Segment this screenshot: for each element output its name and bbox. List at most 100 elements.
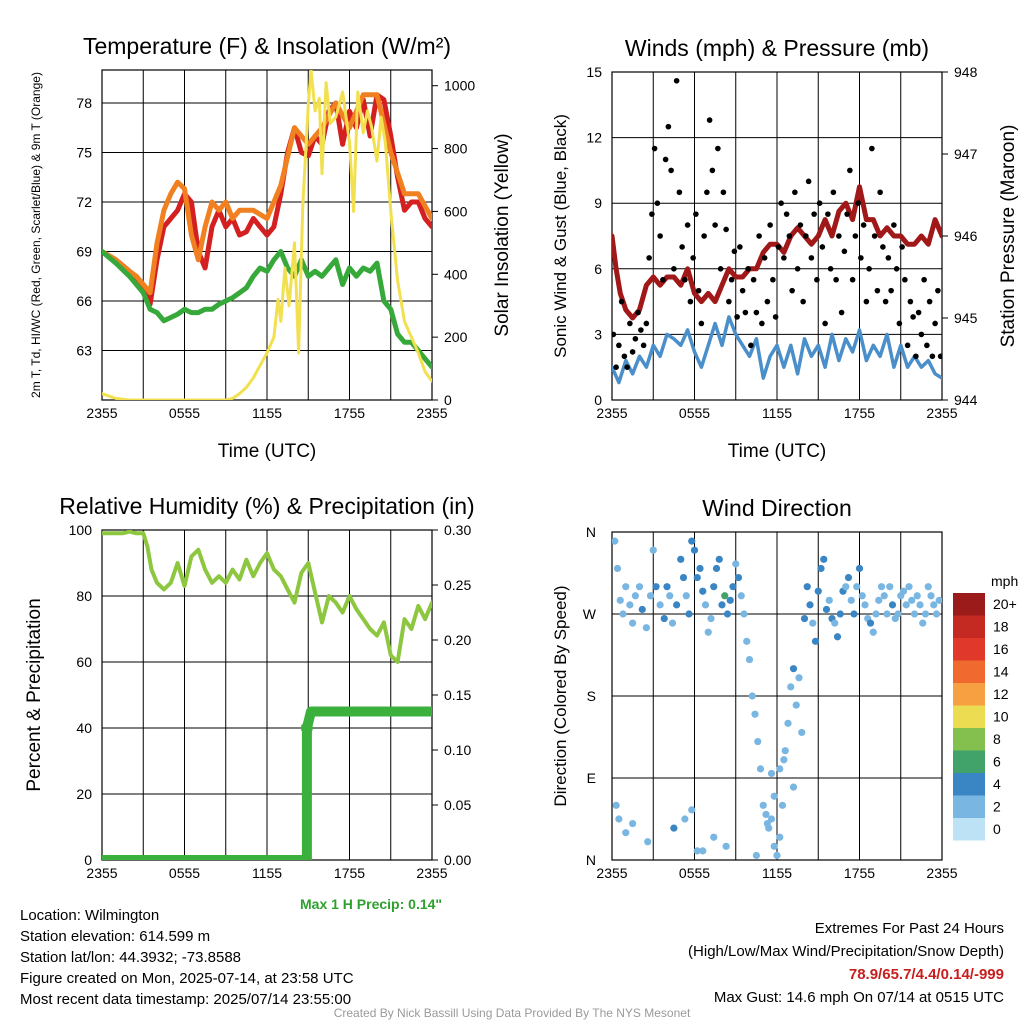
gust-point: [827, 266, 834, 272]
y-right-tick-label: 0.30: [444, 522, 471, 538]
y-right-tick-label: 945: [954, 310, 978, 326]
x-tick-label: 0555: [169, 405, 200, 421]
gust-point: [654, 200, 661, 206]
gust-point: [698, 320, 705, 327]
direction-point: [817, 564, 825, 573]
y-right-tick-label: 0.05: [444, 797, 471, 813]
direction-point: [932, 610, 941, 618]
direction-point: [740, 610, 748, 618]
x-tick-label: 0555: [169, 865, 200, 881]
y-right-tick-label: 946: [954, 228, 978, 244]
direction-point: [656, 601, 664, 609]
gust-point: [687, 298, 694, 305]
direction-point: [685, 610, 693, 618]
gust-point: [772, 314, 779, 320]
direction-point: [875, 596, 883, 604]
direction-point: [722, 842, 730, 850]
direction-point: [930, 601, 938, 609]
direction-point: [613, 564, 622, 573]
y-tick-label: S: [587, 688, 596, 704]
direction-point: [780, 756, 788, 764]
gust-point: [742, 309, 749, 316]
y-right-tick-label: 948: [954, 64, 978, 80]
gust-point: [855, 200, 861, 206]
gust-point: [825, 211, 831, 217]
gust-point: [819, 244, 826, 250]
direction-point: [663, 583, 671, 591]
x-tick-label: 2355: [596, 865, 627, 881]
gust-point: [888, 287, 894, 294]
x-tick-label: 2355: [86, 865, 117, 881]
gust-point: [880, 244, 886, 250]
direction-point: [886, 583, 894, 591]
direction-point: [770, 792, 778, 800]
colorbar-swatch: [953, 593, 985, 616]
gust-point: [814, 276, 820, 283]
direction-point: [699, 587, 707, 595]
direction-point: [919, 619, 927, 627]
gust-point: [627, 320, 633, 327]
direction-point: [699, 847, 707, 855]
direction-point: [723, 610, 732, 618]
direction-point: [704, 628, 712, 636]
gust-point: [935, 287, 941, 294]
gust-point: [726, 298, 732, 305]
series-group: [612, 537, 942, 860]
colorbar-swatch: [953, 683, 985, 706]
gust-point: [682, 276, 688, 283]
direction-point: [781, 747, 789, 755]
gust-point: [794, 266, 801, 272]
gust-point: [701, 233, 707, 239]
direction-point: [814, 587, 822, 595]
y-tick-label: 9: [594, 195, 602, 211]
direction-point: [754, 737, 762, 746]
gust-point: [852, 233, 859, 239]
gust-point: [709, 167, 716, 174]
direction-point: [803, 583, 811, 591]
x-tick-label: 2355: [416, 865, 447, 881]
gust-point: [643, 320, 650, 327]
wind-line: [612, 315, 942, 385]
extremes-subtitle: (High/Low/Max Wind/Precipitation/Snow De…: [688, 943, 1004, 960]
gust-point: [624, 364, 630, 371]
plot-frame: [101, 69, 433, 401]
gust-point: [767, 222, 773, 228]
created-text: Figure created on Mon, 2025-07-14, at 23…: [20, 970, 354, 987]
direction-point: [927, 592, 935, 600]
gust-point: [715, 145, 721, 152]
y-tick-label: 100: [69, 522, 93, 538]
gust-point: [638, 327, 644, 333]
y-right-tick-label: 944: [954, 392, 978, 408]
gust-point: [720, 189, 727, 196]
direction-point: [682, 592, 690, 600]
colorbar-swatch: [953, 660, 985, 683]
y-tick-label: 40: [76, 720, 92, 736]
gust-point: [904, 342, 911, 349]
direction-point: [894, 610, 902, 618]
colorbar-label: 4: [993, 776, 1001, 792]
direction-point: [652, 583, 660, 591]
y-tick-label: 12: [586, 130, 602, 146]
x-tick-label: 1755: [334, 865, 365, 881]
direction-point: [861, 601, 869, 609]
direction-point: [880, 592, 888, 600]
gust-point: [858, 255, 864, 261]
chart-title: Temperature (F) & Insolation (W/m²): [83, 33, 451, 59]
direction-point: [820, 555, 828, 563]
gust-point: [660, 276, 666, 283]
gust-point: [838, 309, 845, 316]
direction-point: [696, 564, 704, 573]
direction-point: [660, 614, 668, 623]
direction-point: [833, 633, 842, 641]
gust-point: [891, 222, 897, 228]
direction-point: [787, 683, 795, 691]
extremes-box: Extremes For Past 24 Hours (High/Low/Max…: [688, 917, 1004, 1009]
gust-point: [899, 244, 905, 250]
direction-point: [737, 592, 745, 600]
direction-point: [638, 605, 646, 614]
gust-point: [910, 314, 916, 320]
y-right-tick-label: 0.10: [444, 742, 471, 758]
direction-point: [836, 610, 844, 618]
direction-point: [921, 610, 930, 618]
x-tick-label: 2355: [926, 865, 957, 881]
